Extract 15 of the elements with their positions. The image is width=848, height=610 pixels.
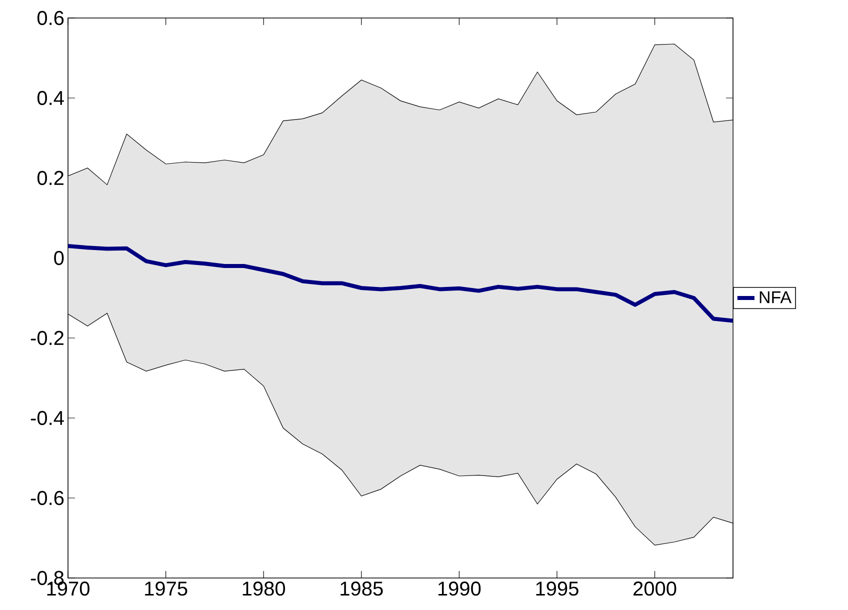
x-tick-label: 1975 [145, 582, 188, 596]
x-tick-label: 1990 [438, 582, 481, 596]
y-tick-label: -0.2 [30, 330, 64, 346]
y-tick-label: 0 [54, 250, 64, 266]
y-tick-label: -0.6 [30, 490, 64, 506]
line-series [68, 244, 734, 323]
y-tick-label: 0.6 [37, 10, 64, 26]
y-tick-label: 0.4 [37, 90, 64, 106]
y-tick-label: 0.2 [37, 170, 64, 186]
x-tick-label: 1985 [340, 582, 383, 596]
x-tick-label: 2000 [634, 582, 676, 596]
x-tick-label: 1980 [242, 582, 286, 596]
legend-label: NFA [760, 291, 792, 304]
x-tick-label: 1995 [536, 582, 578, 596]
y-tick-label: -0.4 [30, 410, 64, 426]
